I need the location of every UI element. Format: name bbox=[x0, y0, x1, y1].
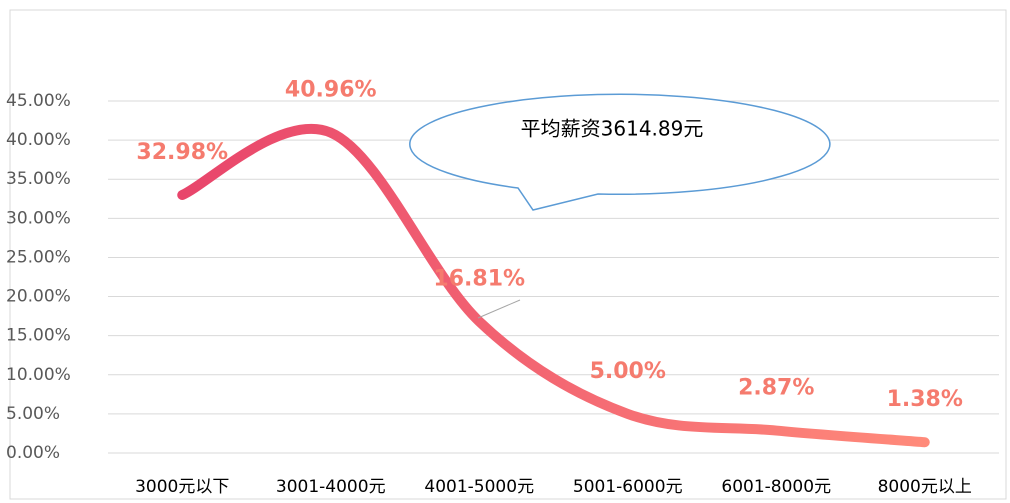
chart-frame bbox=[9, 9, 1007, 500]
leader-line bbox=[477, 299, 521, 319]
y-tick-label: 20.00% bbox=[6, 287, 71, 307]
y-tick-label: 35.00% bbox=[6, 169, 71, 189]
y-tick-label: 15.00% bbox=[6, 326, 71, 346]
data-label: 1.38% bbox=[887, 387, 963, 412]
y-tick-label: 10.00% bbox=[6, 365, 71, 385]
x-tick-label: 3000元以下 bbox=[135, 477, 229, 497]
y-tick-label: 40.00% bbox=[6, 130, 71, 150]
x-tick-label: 3001-4000元 bbox=[276, 477, 386, 497]
x-tick-label: 8000元以上 bbox=[878, 477, 972, 497]
y-tick-label: 25.00% bbox=[6, 247, 71, 267]
data-label: 40.96% bbox=[285, 78, 377, 103]
data-label: 5.00% bbox=[590, 359, 666, 384]
y-tick-label: 0.00% bbox=[6, 443, 60, 463]
data-label: 2.87% bbox=[738, 376, 814, 401]
y-tick-label: 30.00% bbox=[6, 208, 71, 228]
x-tick-label: 6001-8000元 bbox=[721, 477, 831, 497]
data-label: 32.98% bbox=[136, 140, 228, 165]
y-tick-label: 45.00% bbox=[6, 91, 71, 111]
data-line bbox=[177, 123, 930, 448]
callout-bubble bbox=[409, 93, 831, 211]
y-tick-label: 5.00% bbox=[6, 404, 60, 424]
data-label: 16.81% bbox=[433, 267, 525, 292]
x-tick-label: 4001-5000元 bbox=[424, 477, 534, 497]
annotation: 平均薪资3614.89元 bbox=[521, 117, 704, 141]
x-tick-label: 5001-6000元 bbox=[573, 477, 683, 497]
